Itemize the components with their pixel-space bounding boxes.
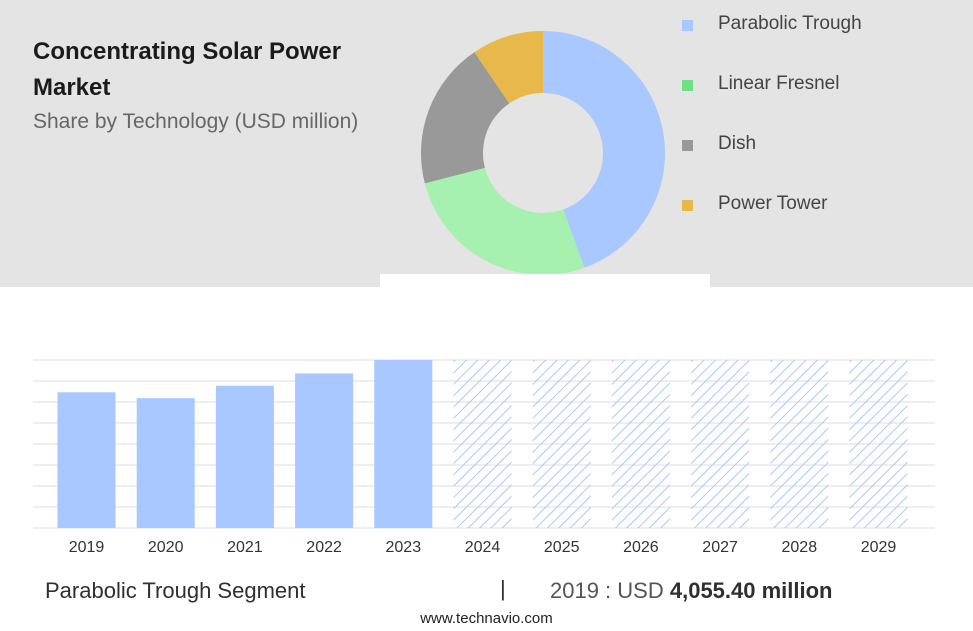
source-url: www.technavio.com — [420, 610, 553, 627]
chart-title: Concentrating Solar Power Market — [33, 38, 342, 101]
x-tick-label-2026: 2026 — [623, 539, 659, 556]
legend-swatch-linear-fresnel — [682, 80, 693, 91]
chart-subtitle: Share by Technology (USD million) — [33, 110, 359, 133]
bar-2019 — [57, 392, 116, 528]
x-tick-label-2025: 2025 — [544, 539, 580, 556]
x-tick-label-2028: 2028 — [782, 539, 818, 556]
legend-label: Dish — [718, 133, 757, 154]
legend-label: Parabolic Trough — [718, 13, 862, 34]
forecast-bar-2029 — [849, 360, 908, 528]
legend-swatch-dish — [682, 140, 693, 151]
x-tick-label-2020: 2020 — [148, 539, 184, 556]
donut-slice-dish — [421, 52, 510, 184]
x-tick-label-2022: 2022 — [306, 539, 342, 556]
forecast-bar-2026 — [611, 360, 670, 528]
legend-swatch-parabolic-trough — [682, 20, 693, 31]
bar-2021 — [215, 385, 274, 528]
bar-2022 — [295, 373, 354, 528]
donut-slice-power-tower — [474, 31, 543, 104]
segment-value-prefix: 2019 : USD — [550, 578, 664, 603]
forecast-bar-2027 — [691, 360, 750, 528]
segment-value: 2019 : USD 4,055.40 million — [550, 578, 833, 604]
x-tick-label-2027: 2027 — [702, 539, 738, 556]
legend-swatch-power-tower — [682, 200, 693, 211]
x-tick-label-2019: 2019 — [69, 539, 105, 556]
bar-2023 — [374, 360, 433, 528]
footer-separator: | — [500, 576, 506, 601]
donut-clip-cover — [380, 274, 710, 294]
forecast-bar-2025 — [532, 360, 591, 528]
donut-slice-parabolic-trough — [543, 31, 665, 268]
bar-2020 — [136, 398, 195, 528]
legend-label: Power Tower — [718, 193, 828, 214]
segment-label: Parabolic Trough Segment — [45, 578, 306, 603]
forecast-bar-2028 — [770, 360, 829, 528]
forecast-bar-2024 — [453, 360, 512, 528]
legend-label: Linear Fresnel — [718, 73, 840, 94]
donut-slice-linear-fresnel — [424, 167, 585, 275]
x-tick-label-2023: 2023 — [386, 539, 422, 556]
x-tick-label-2021: 2021 — [227, 539, 263, 556]
segment-value-amount: 4,055.40 million — [669, 578, 833, 603]
x-tick-label-2024: 2024 — [465, 539, 501, 556]
x-tick-label-2029: 2029 — [861, 539, 897, 556]
